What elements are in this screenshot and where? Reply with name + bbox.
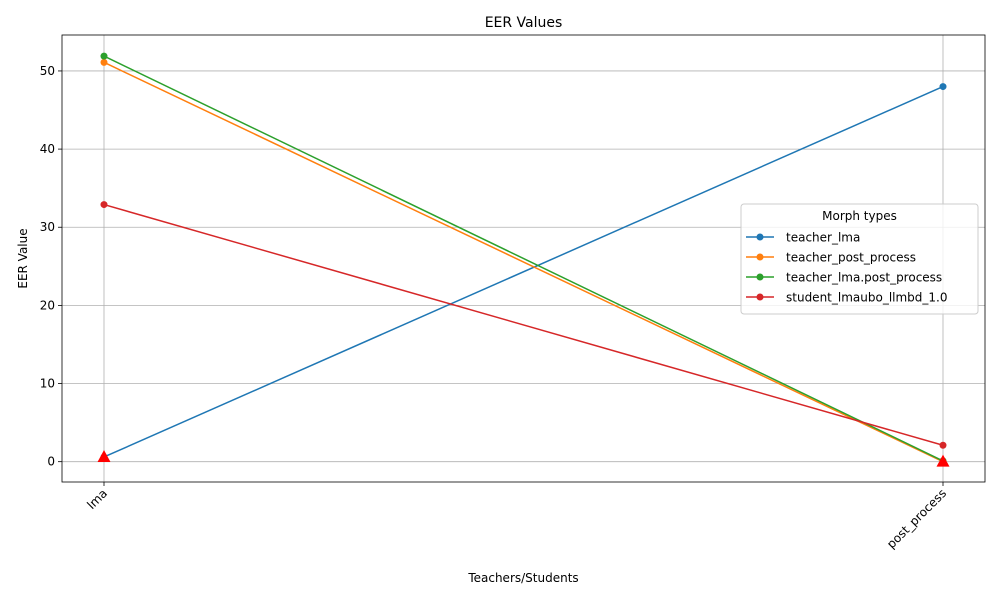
y-axis-label: EER Value [16,228,30,288]
plot-frame [61,34,986,483]
data-point [100,58,108,66]
series-line [103,203,944,446]
legend-swatch-marker [756,293,764,301]
y-tick-label: 0 [47,455,55,469]
legend-title: Morph types [822,209,897,223]
y-tick-label: 10 [40,377,55,391]
legend-entries: teacher_lma teacher_post_process teacher_l… [746,231,948,305]
y-tick-label: 40 [40,142,55,156]
legend-swatch-marker [756,233,764,241]
legend-entry-label: student_lmaubo_llmbd_1.0 [786,291,948,305]
legend-entry-label: teacher_lma.post_process [786,271,942,285]
legend-swatch-marker [756,253,764,261]
data-point [939,83,947,91]
legend-box [740,203,979,315]
minimum-marker-triangle [936,454,950,467]
y-tick-label: 20 [40,298,55,312]
series-line [103,61,944,463]
data-point [100,201,108,209]
minimum-marker-triangle [97,449,111,462]
series-line [103,55,944,462]
legend-entry-label: teacher_post_process [786,251,916,265]
legend-entry-label: teacher_lma [786,231,860,245]
legend-swatch-marker [756,273,764,281]
grid-lines [62,35,985,482]
data-point [100,52,108,60]
y-tick-label: 30 [40,220,55,234]
x-axis-label: Teachers/Students [467,571,578,585]
y-tick-label: 50 [40,64,55,78]
chart-title: EER Values [485,15,563,31]
series-line [103,85,944,458]
data-point [939,441,947,449]
minimum-markers [97,449,950,467]
legend: Morph types teacher_lma teacher_post_proc… [740,203,979,315]
